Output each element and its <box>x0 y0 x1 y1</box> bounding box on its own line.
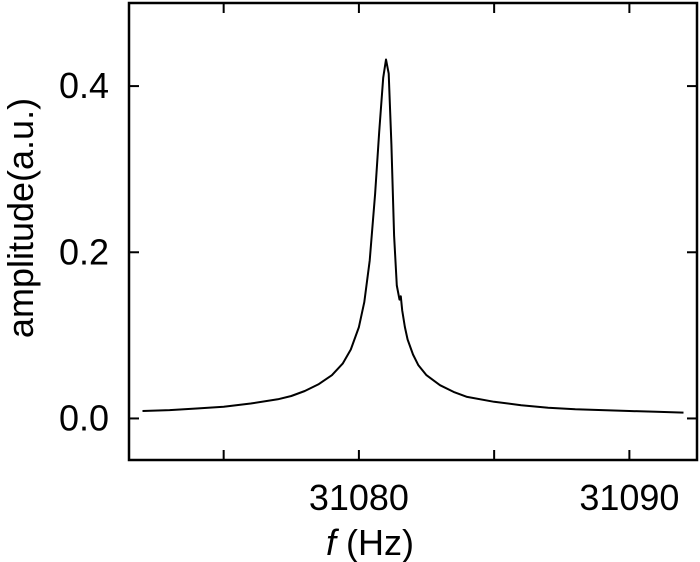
y-tick-label: 0.4 <box>59 65 109 106</box>
series-line <box>142 58 684 414</box>
plot-frame <box>127 1 699 462</box>
y-axis-title: amplitude(a.u.) <box>0 98 41 338</box>
y-tick-label: 0.2 <box>59 231 109 272</box>
y-tick-label: 0.0 <box>59 397 109 438</box>
x-axis-title: f (Hz) <box>326 522 414 562</box>
plot-series <box>142 58 684 414</box>
x-tick-label: 31080 <box>309 477 409 518</box>
x-axis-unit: (Hz) <box>336 522 414 562</box>
x-axis: 31080 31090 <box>222 3 679 518</box>
y-axis: 0.0 0.2 0.4 <box>59 65 697 438</box>
x-tick-label: 31090 <box>579 477 679 518</box>
